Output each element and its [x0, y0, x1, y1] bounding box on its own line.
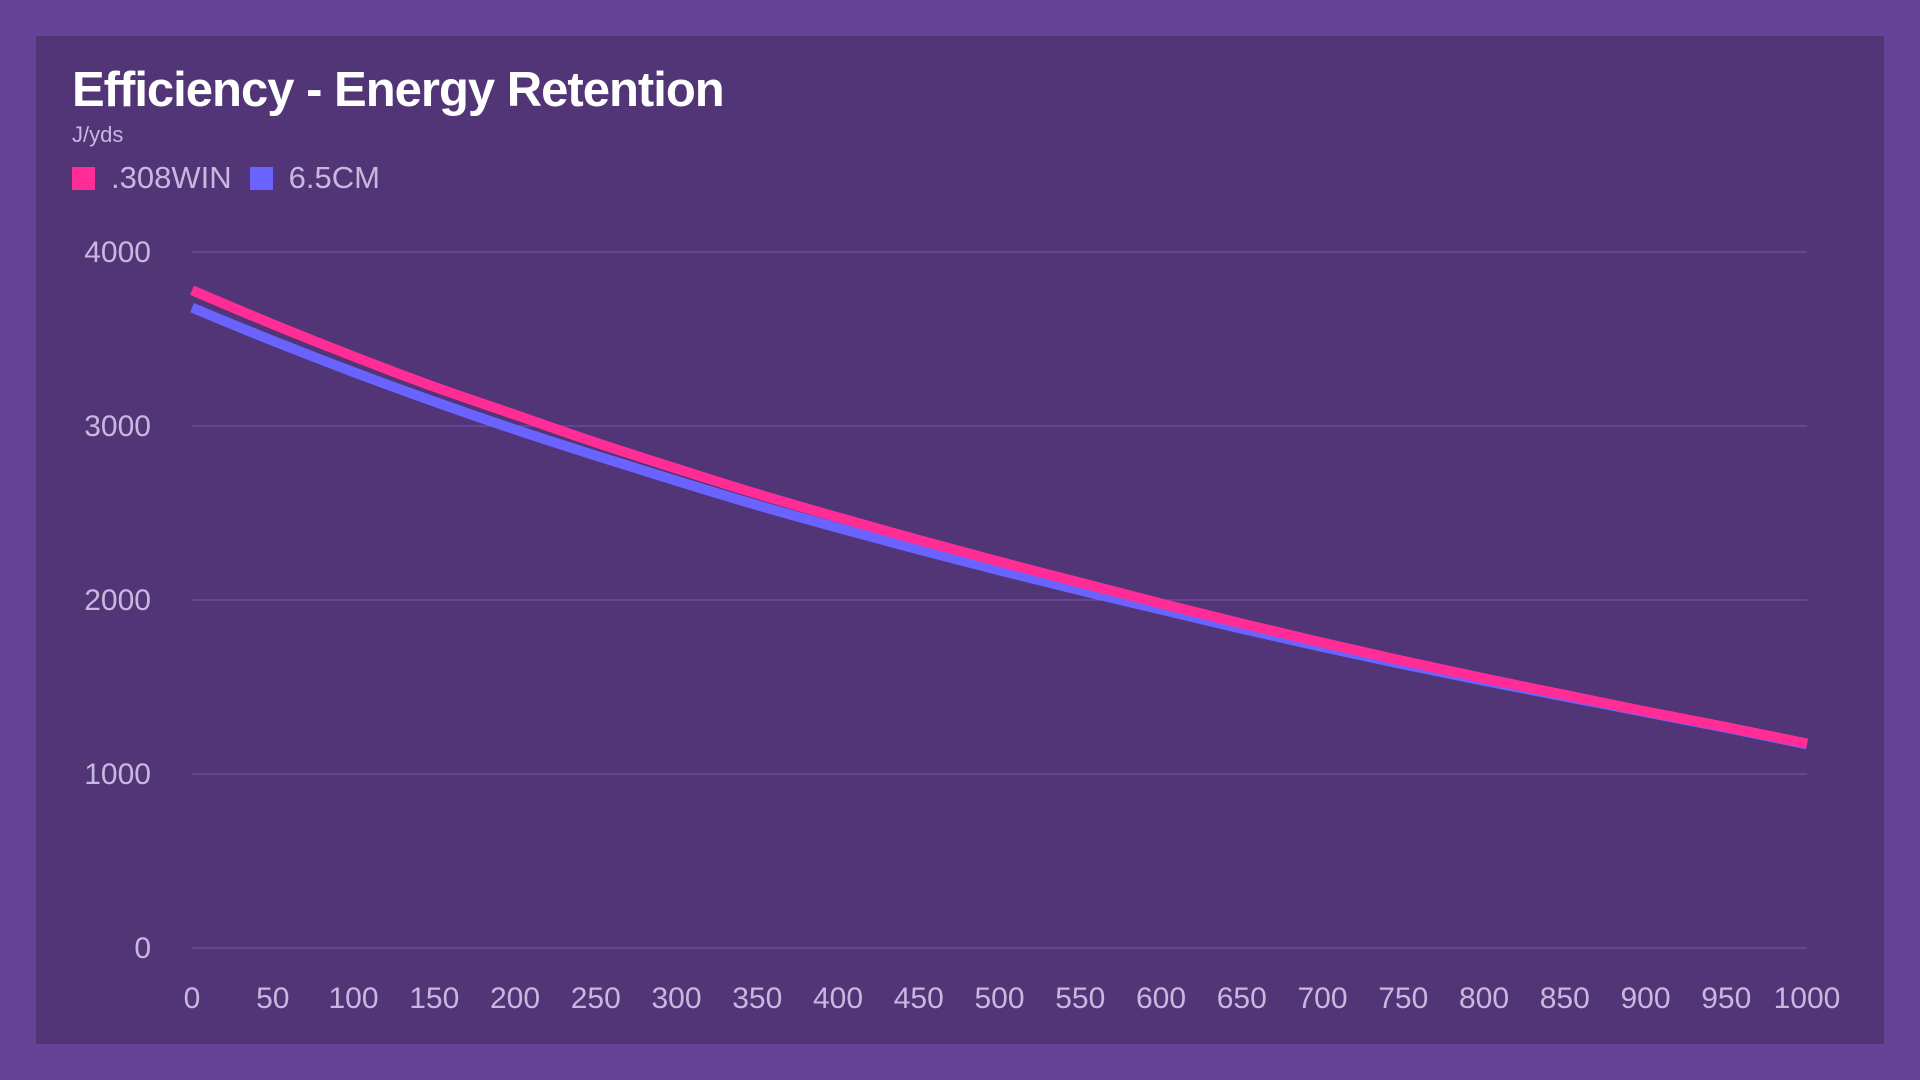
- x-tick-label: 600: [1136, 982, 1186, 1015]
- x-tick-label: 500: [974, 982, 1024, 1015]
- x-tick-label: 700: [1297, 982, 1347, 1015]
- x-tick-label: 850: [1540, 982, 1590, 1015]
- y-tick-label: 3000: [84, 410, 151, 443]
- x-tick-label: 650: [1217, 982, 1267, 1015]
- chart-panel: Efficiency - Energy Retention J/yds .308…: [36, 36, 1884, 1044]
- y-tick-label: 1000: [84, 758, 151, 791]
- x-tick-label: 50: [256, 982, 289, 1015]
- legend-label-308win: .308WIN: [111, 160, 232, 195]
- y-tick-label: 2000: [84, 584, 151, 617]
- x-tick-label: 1000: [1774, 982, 1841, 1015]
- x-tick-label: 250: [571, 982, 621, 1015]
- x-tick-label: 900: [1620, 982, 1670, 1015]
- y-tick-label: 0: [134, 932, 151, 965]
- x-tick-label: 450: [894, 982, 944, 1015]
- x-tick-label: 350: [732, 982, 782, 1015]
- legend-item-6-5cm[interactable]: 6.5CM: [249, 160, 380, 196]
- chart-legend: .308WIN 6.5CM: [72, 160, 398, 196]
- series-line-308win[interactable]: [190, 285, 1809, 749]
- legend-swatch-6-5cm: [249, 166, 273, 190]
- x-tick-label: 550: [1055, 982, 1105, 1015]
- x-tick-label: 300: [651, 982, 701, 1015]
- chart-subtitle: J/yds: [72, 122, 124, 147]
- x-tick-label: 750: [1378, 982, 1428, 1015]
- x-tick-label: 100: [328, 982, 378, 1015]
- legend-swatch-308win: [72, 166, 95, 190]
- x-tick-label: 400: [813, 982, 863, 1015]
- legend-label-6-5cm: 6.5CM: [288, 160, 380, 195]
- series-line-6-5cm[interactable]: [190, 303, 1809, 750]
- x-tick-label: 200: [490, 982, 540, 1015]
- x-tick-label: 0: [184, 982, 201, 1015]
- chart-title: Efficiency - Energy Retention: [72, 63, 725, 117]
- legend-item-308win[interactable]: .308WIN: [72, 160, 232, 196]
- x-tick-label: 950: [1701, 982, 1751, 1015]
- x-tick-label: 800: [1459, 982, 1509, 1015]
- x-tick-label: 150: [409, 982, 459, 1015]
- y-tick-label: 4000: [84, 236, 151, 269]
